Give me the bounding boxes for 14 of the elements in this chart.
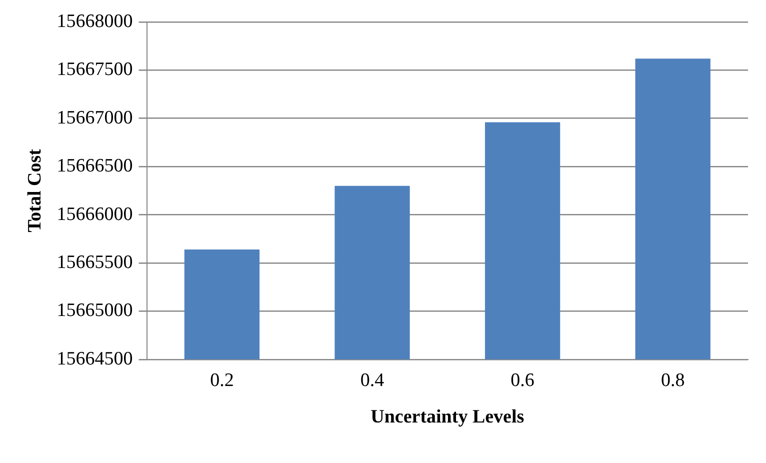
y-tick-label: 15668000 (56, 10, 133, 32)
y-tick-label: 15665500 (56, 252, 133, 273)
x-axis-title: Uncertainty Levels (370, 406, 524, 428)
x-tick-label: 0.2 (210, 370, 234, 391)
x-tick-label: 0.6 (510, 370, 534, 391)
y-tick-label: 15667500 (56, 59, 133, 80)
y-tick-label: 15666500 (56, 156, 133, 177)
y-tick-label: 15666000 (56, 204, 133, 225)
y-axis-title: Total Cost (24, 148, 46, 232)
y-tick-label: 15667000 (56, 107, 133, 128)
x-tick-label: 0.4 (360, 370, 385, 391)
y-tick-label: 15665000 (56, 300, 133, 322)
y-tick-label: 15664500 (56, 348, 133, 370)
x-tick-label: 0.8 (660, 370, 685, 391)
